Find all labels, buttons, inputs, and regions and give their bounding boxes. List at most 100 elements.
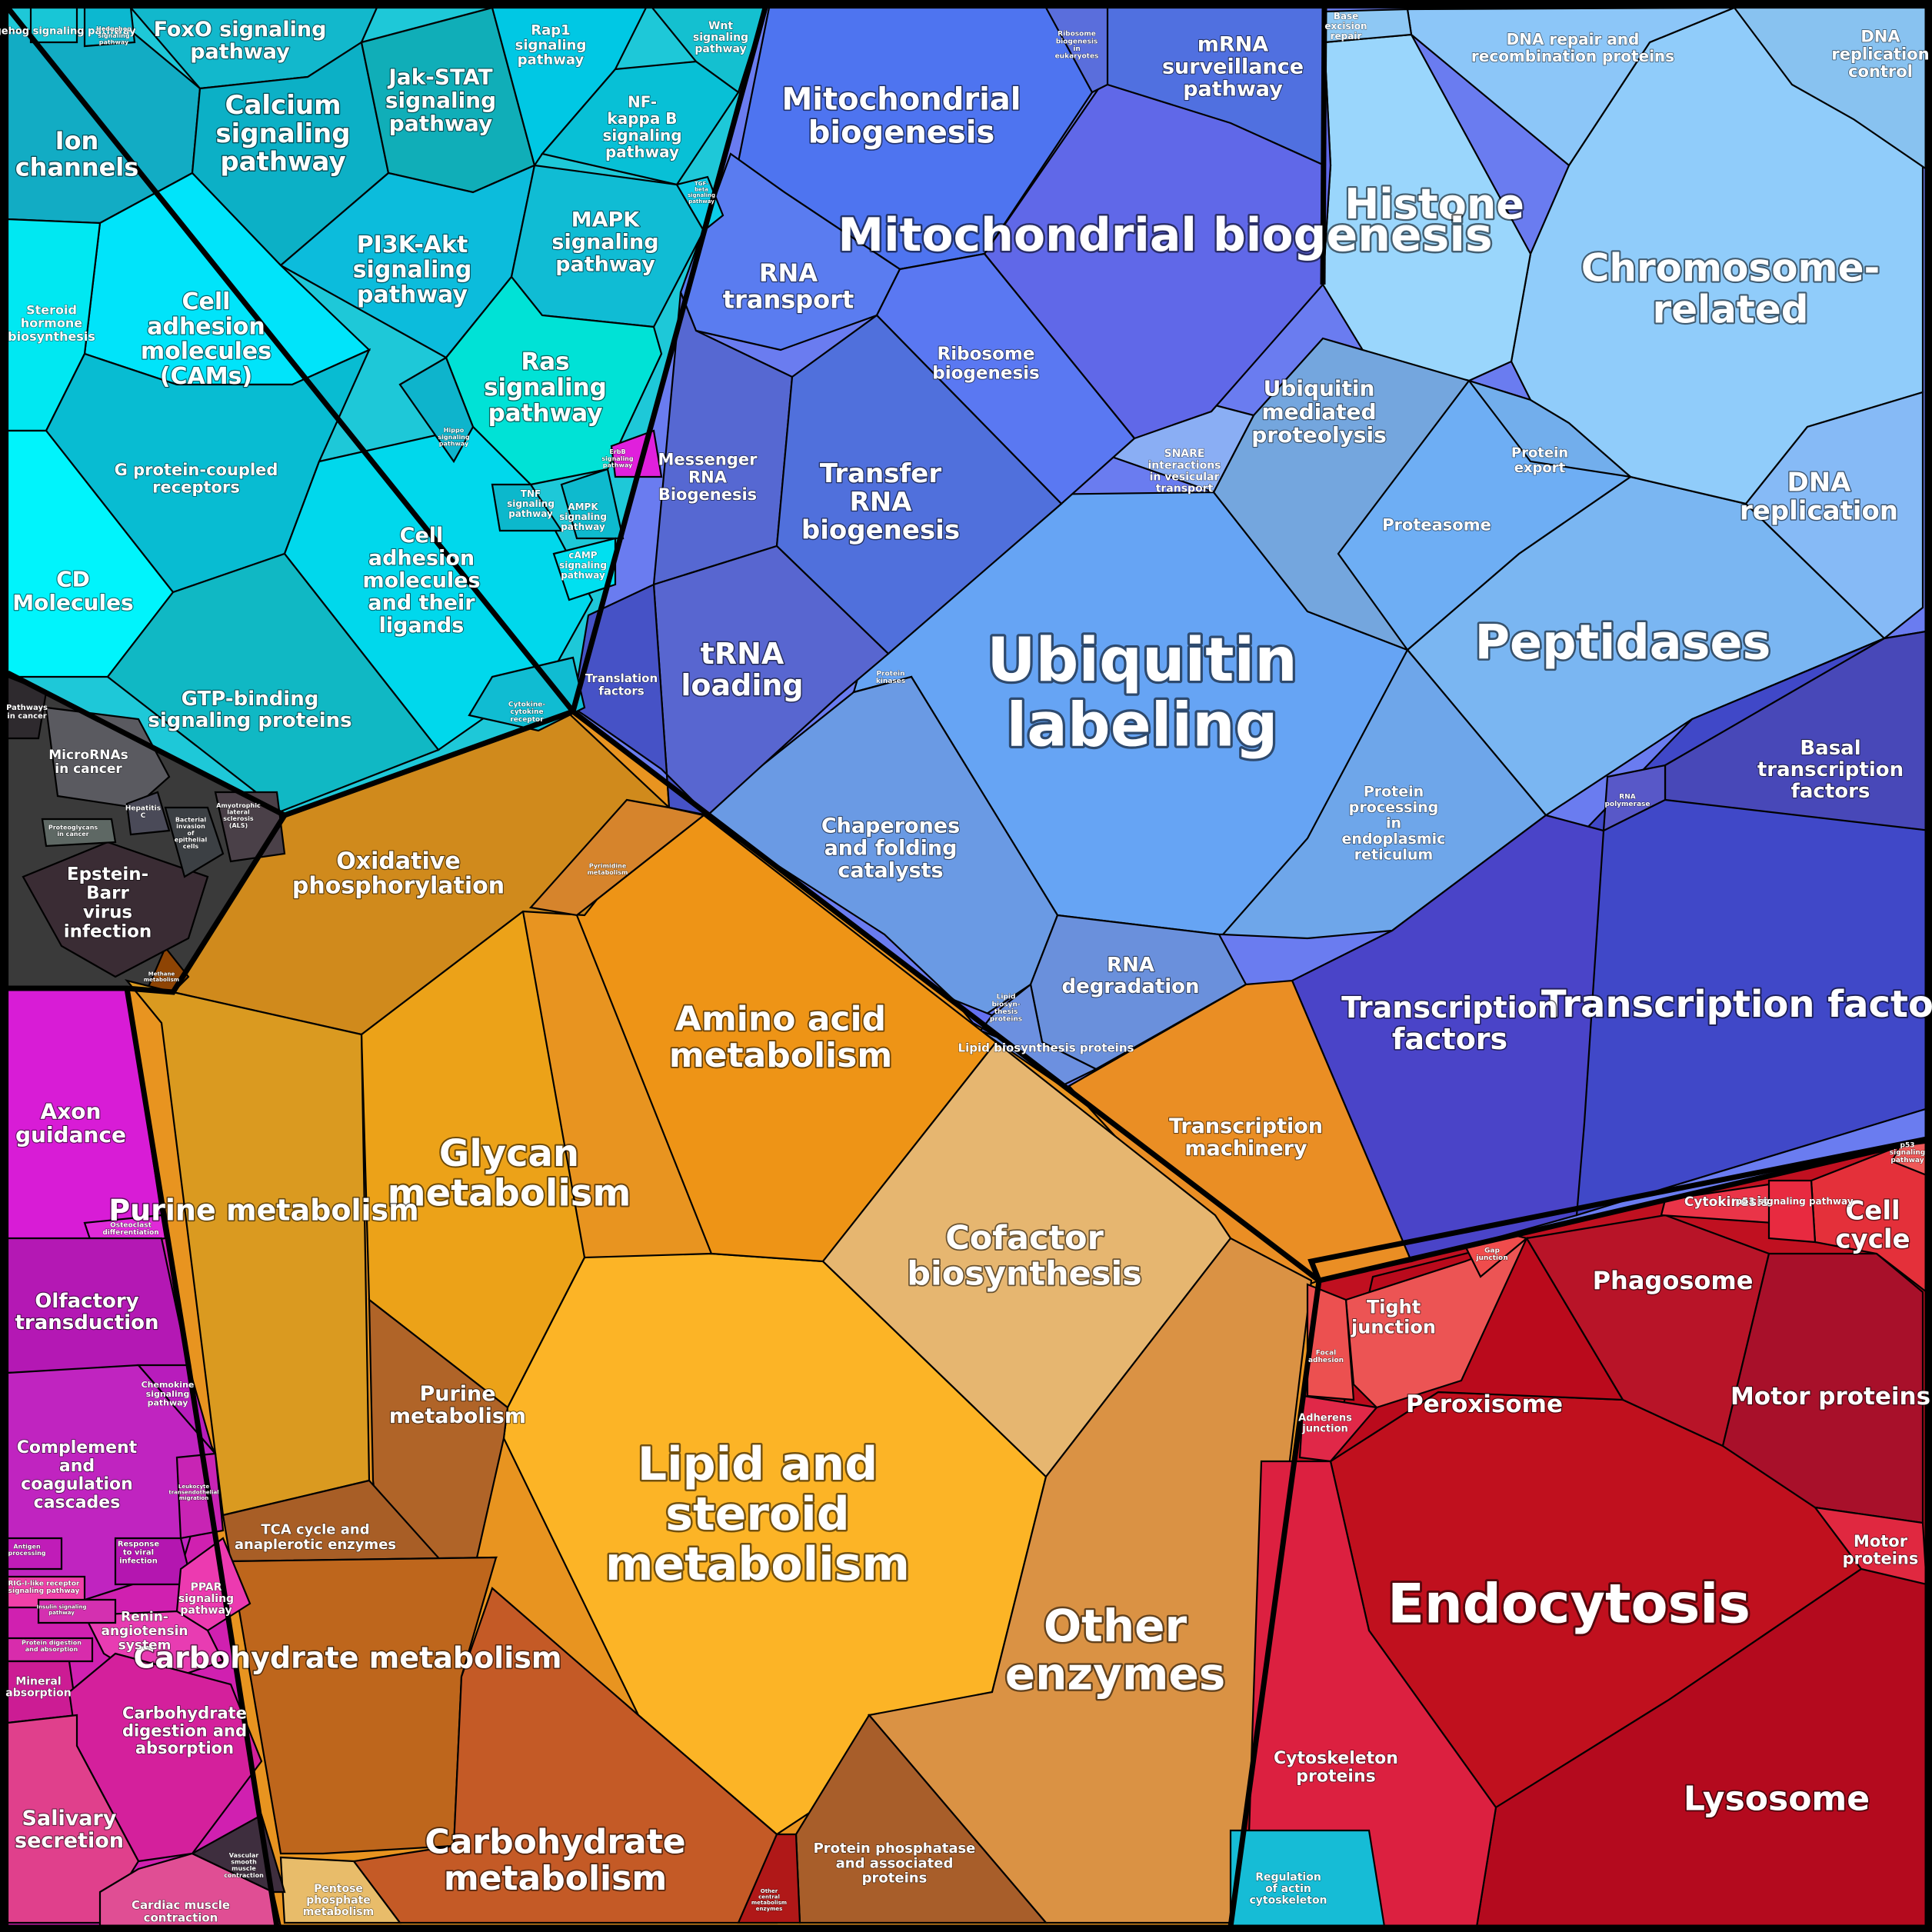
cell-ampk-signaling-pathway (491, 483, 564, 532)
cell-messenger-rna-biogenesis (875, 252, 1136, 505)
cell-label-gtp-binding-signaling-proteins: CD Molecules (12, 567, 133, 615)
cell-label-dna-replication-control: DNA replication control (1831, 28, 1929, 81)
cell-label-ubiquitin-mediated-proteolysis: Ubiquitin mediated proteolysis (1251, 376, 1386, 448)
cell-label-apoptosis: Cell cycle (1835, 1196, 1910, 1255)
cell-label-amyotrophic-lateral-sclerosis-als: Bacterial invasion of epithelial cells (175, 817, 208, 851)
cell-label-snares: RNA degradation (1061, 954, 1199, 998)
cell-label-tnf-signaling-pathway: Hippo signaling pathway (438, 427, 470, 447)
cell-label-complement-and-coagulation-cascades: Olfactory transduction (15, 1290, 158, 1334)
cell-label-glycan-metabolism: Amino acid metabolism (669, 1000, 892, 1076)
group-border-0 (570, 7, 1931, 1284)
cell-label-exosome: Other central metabolism enzymes (751, 1888, 787, 1912)
cell-label-amino-acid-metabolism: Lipid and steroid metabolism (605, 1437, 910, 1591)
cell-mineral-absorption (6, 1637, 94, 1663)
cell-label-chromosome-related: Chromosome-related (1581, 246, 1880, 332)
cell-label-oxidative-phosphorylation: Other enzymes (1005, 1600, 1226, 1700)
cell-label-carbohydrate-metabolism: Carbohydrate metabolism (134, 1641, 562, 1674)
cell-label-histone: Histone (1344, 180, 1524, 228)
cell-label-messenger-rna-biogenesis: Ribosome biogenesis (932, 345, 1039, 384)
group-border-7 (1320, 7, 1327, 285)
cell-label-camp-signaling-pathway: AMPK signaling pathway (559, 501, 607, 532)
cell-nf-kappa-b-signaling-pathway (83, 6, 136, 48)
cell-label-bacterial-invasion-of-epithelial-cells: Hepatitis C (125, 804, 161, 820)
cell-label-cytokinesis: Cytokinesis (1684, 1194, 1769, 1210)
cell-label-olfactory-transduction: Osteoclast differentiation (102, 1221, 158, 1237)
cell-cell-adhesion-molecules-cams (675, 175, 724, 232)
cell-label-p53-signaling-pathway: p53 signaling pathway (1735, 1196, 1853, 1207)
cell-label-cd-molecules: Cell adhesion molecules and their ligands (362, 524, 480, 638)
cell-label-mineral-absorption: Protein digestion and absorption (22, 1639, 82, 1653)
cell-label-transcription-factors: Transcription factors (1541, 983, 1932, 1026)
cell-label-calcium-signaling-pathway: FoxO signaling pathway (154, 18, 327, 64)
cell-protein-digestion-and-absorption (37, 1598, 117, 1624)
cell-rig-i-like-receptor-signaling-pathway (6, 1537, 63, 1571)
cell-label-g-protein-coupled-receptors: Steroid hormone biosynthesis (8, 302, 95, 344)
cell-label-hippo-signaling-pathway: GTP-binding signaling proteins (148, 688, 351, 732)
cell-hippo-signaling-pathway (106, 552, 440, 813)
cell-methane-metabolism (528, 798, 706, 917)
cell-label-vascular-smooth-muscle-contraction: Cardiac muscle contraction (132, 1898, 230, 1924)
cell-label-epstein-barr-virus-infection: MicroRNAs in cancer (48, 748, 128, 777)
cell-epstein-barr-virus-infection (45, 706, 171, 809)
cell-cytokine-receptors (552, 537, 617, 601)
cell-label-ppar-signaling-pathway: RIG-I-like receptor signaling pathway (8, 1580, 81, 1595)
cell-label-antigen-processing: Response to viral infection (118, 1541, 160, 1566)
cell-hedgehog-signaling-pathway (29, 6, 78, 44)
cell-other-enzymes (821, 1041, 1232, 1478)
cell-label-peptidases: Peptidases (1475, 615, 1771, 671)
cell-label-rna-polymerase: Basal transcription factors (1757, 737, 1904, 803)
cell-label-protein-export: Protein export (1511, 445, 1568, 476)
cell-label-dna-replication: DNA replication (1740, 468, 1898, 527)
cell-oxidative-phosphorylation (867, 1237, 1313, 1924)
cell-label-endocytosis: Endocytosis (1387, 1573, 1750, 1636)
cell-label-rna-transport: Ribosome biogenesis in eukaryotes (1055, 31, 1099, 61)
cell-label-hypertrophic-cardiomyopathy-hcm: Amyotrophic lateral sclerosis (ALS) (216, 802, 261, 829)
cell-label-ribosome: Lipid biosyn-thesis proteins (990, 994, 1022, 1024)
cell-label-trna-loading: Transfer RNA biogenesis (801, 458, 960, 545)
cells-layer (6, 6, 1932, 1928)
cell-label-insulin-signaling-pathway: Renin-angiotensin system (101, 1610, 188, 1654)
cell-label-cytokine-receptors: cAMP signaling pathway (559, 550, 607, 581)
cell-label-proteasome: Proteasome (1382, 515, 1491, 534)
cell-label-lipid-biosynthesis-proteins: Lipid biosynthesis proteins (958, 1041, 1134, 1054)
cell-label-other-central-metabolism-enzymes: Protein phosphatase and associated protein… (814, 1840, 976, 1887)
cell-label-adherens-junction: Focal adhesion (1308, 1349, 1344, 1364)
cell-label-leukocyte-transendothelial-migration: Chemokine signaling pathway (142, 1380, 195, 1408)
cell-label-dna-repair-and-recombination-proteins: DNA repair and recombination proteins (1471, 30, 1674, 65)
cell-label-lipid-and-steroid-metabolism: Transcription machinery (1169, 1114, 1323, 1161)
cell-label-renin-angiotensin-system: PPAR signaling pathway (178, 1581, 234, 1617)
cell-p53-signaling-pathway (1767, 1179, 1817, 1244)
cell-label-glycolysis: TCA cycle and anaplerotic enzymes (235, 1522, 396, 1553)
group-border-6 (5, 5, 575, 714)
cell-gap-junction (1344, 1237, 1529, 1409)
cell-protein-phosphatase-and-associated-proteins (279, 1856, 402, 1924)
cell-label-cell-cycle: Motor proteins (1843, 1532, 1919, 1568)
cell-label-micrornas-in-cancer: Pathways in cancer (6, 704, 48, 721)
cell-cardiac-muscle-contraction (6, 1714, 140, 1924)
cell-label-lectins: Wnt signaling pathway (693, 20, 748, 55)
cell-label-pathways-in-cancer: Vascular smooth muscle contraction (224, 1852, 264, 1879)
cell-label-pentose-phosphate-metabolism: Carbohydrate metabolism (425, 1823, 685, 1899)
cell-label-gap-junction: Tight junction (1351, 1296, 1436, 1337)
cell-erbb-signaling-pathway (468, 656, 586, 732)
cell-label-methane-metabolism: Pyrimidine metabolism (588, 862, 628, 876)
cell-label-foxo-signaling-pathway: Ion channels (15, 126, 139, 182)
cell-label-proteoglycans-in-cancer: Epstein-Barr virus infection (64, 864, 152, 942)
cell-dna-replication-control (1732, 6, 1928, 172)
cell-label-pyrimidine-metabolism: Oxidative phosphorylation (292, 848, 505, 899)
group-border-3 (124, 988, 280, 1927)
cell-label-motor-proteins: Motor proteins (1730, 1383, 1930, 1411)
cell-label-ubiquitin-labeling: Ubiquitin labeling (987, 626, 1297, 760)
cell-label-ribosome-biogenesis: RNA transport (723, 258, 854, 315)
cell-label-hedgehog-signaling-pathway: Hedgehog signaling pathway (0, 26, 136, 38)
cell-label-tgf-beta-signaling-pathway: MAPK signaling pathway (551, 208, 658, 276)
cell-transcription-machinery (1602, 764, 1667, 832)
cell-pi3k-akt-signaling-pathway (540, 60, 740, 186)
cell-label-transcription-machinery: RNA polymerase (1604, 793, 1650, 808)
cell-label-transfer-rna-biogenesis: Messenger RNA Biogenesis (658, 451, 758, 504)
cell-label-protein-phosphatase-and-associated-proteins: Pentose phosphate metabolism (303, 1883, 374, 1918)
